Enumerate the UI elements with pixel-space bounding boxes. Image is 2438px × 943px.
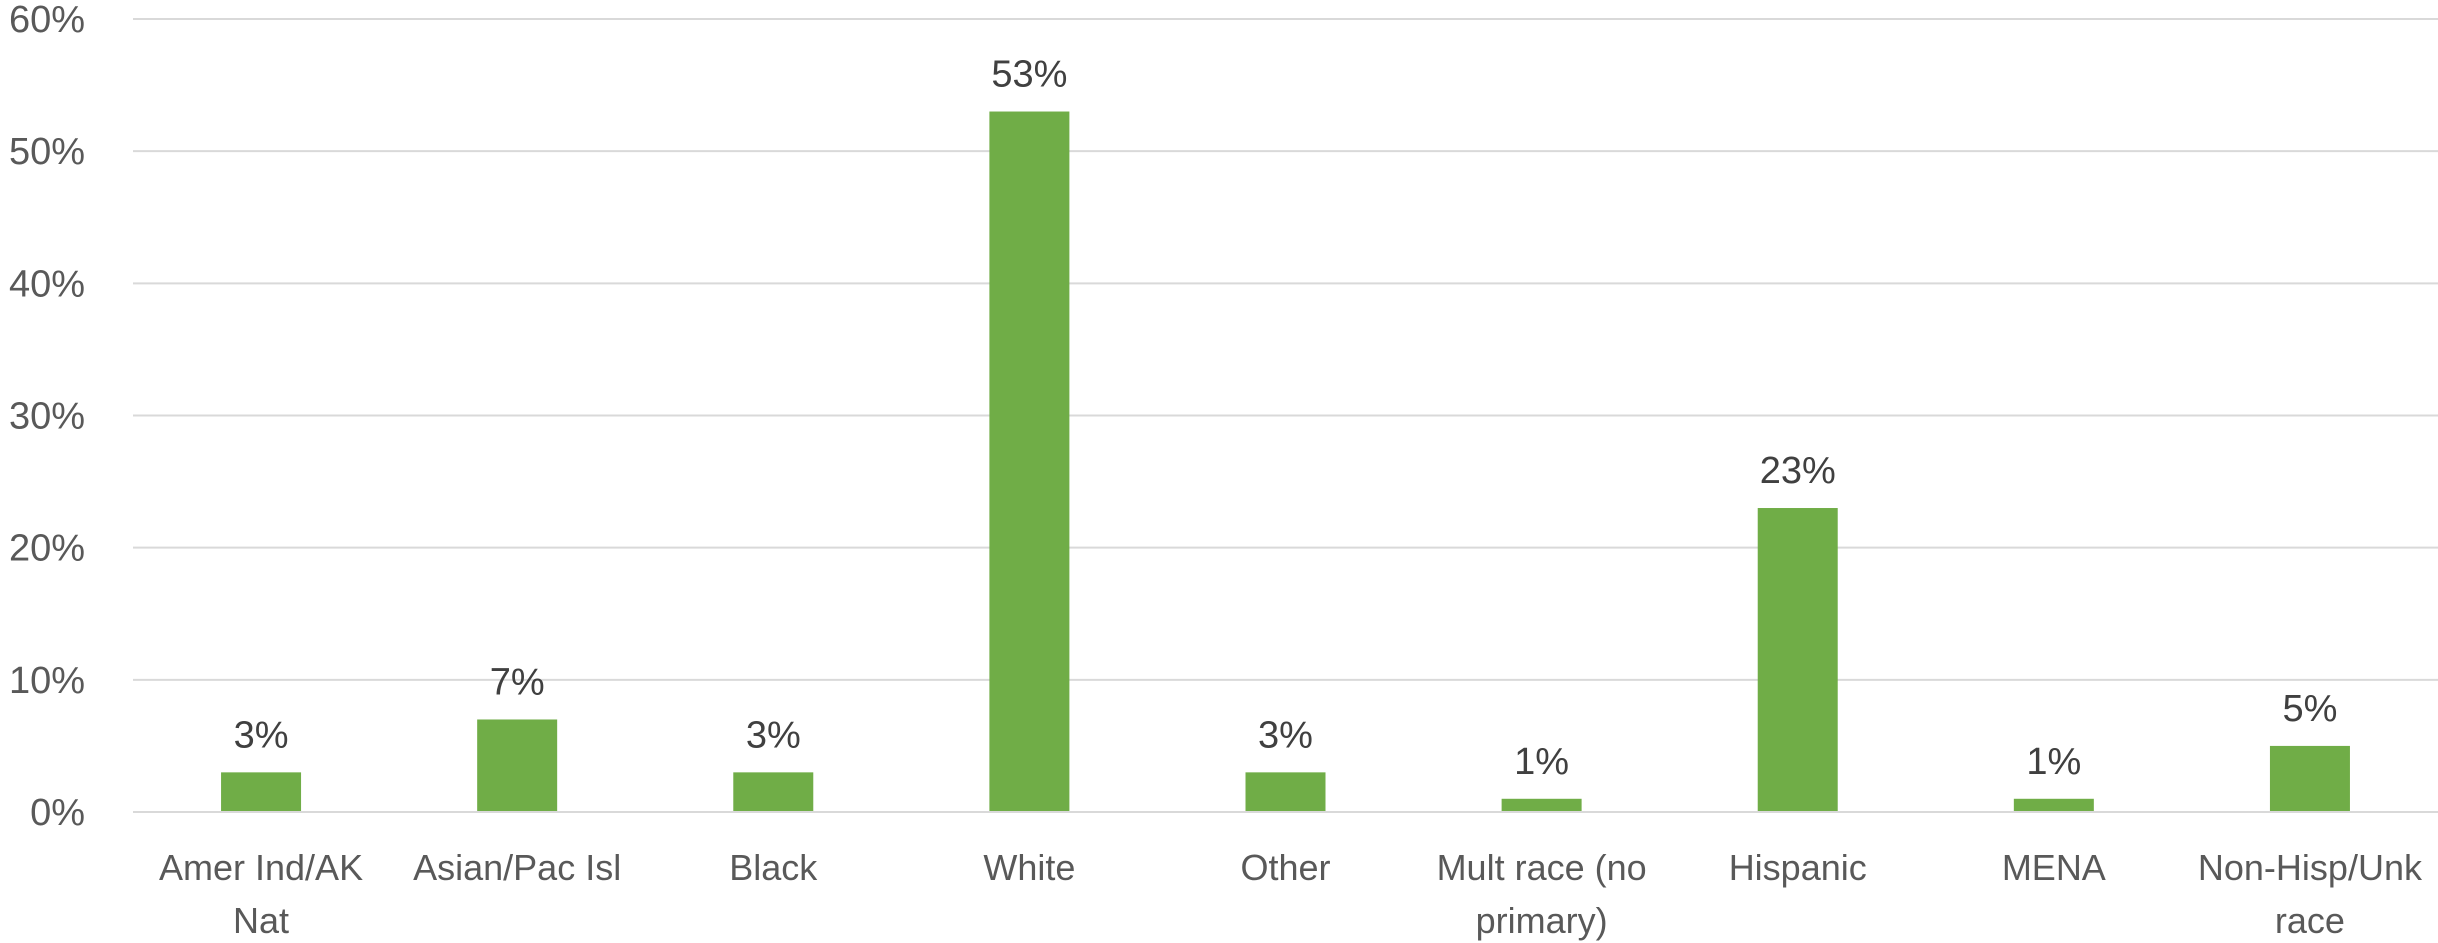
bar xyxy=(2269,745,2350,812)
x-tick-label: Mult race (no xyxy=(1437,847,1647,888)
y-tick-label: 50% xyxy=(9,131,85,173)
x-tick-label: Black xyxy=(729,847,818,888)
y-tick-label: 20% xyxy=(9,528,85,570)
x-axis: Amer Ind/AK Nat Asian/Pac Isl Black White Oth… xyxy=(133,811,2438,941)
y-tick-label: 40% xyxy=(9,263,85,305)
x-tick-label: Non-Hisp/Unk xyxy=(2198,847,2423,888)
bar xyxy=(1501,798,1582,812)
data-label: 3% xyxy=(746,714,801,756)
bar xyxy=(2013,798,2094,812)
x-tick-label: Asian/Pac Isl xyxy=(413,847,621,888)
y-axis: 0% 10% 20% 30% 40% 50% 60% xyxy=(9,0,85,834)
x-tick-label: primary) xyxy=(1476,900,1608,941)
x-tick-label: White xyxy=(983,847,1075,888)
x-tick-label: Hispanic xyxy=(1729,847,1867,888)
bar xyxy=(1245,772,1326,812)
data-label: 23% xyxy=(1760,450,1836,492)
bar xyxy=(1757,508,1838,812)
y-tick-label: 60% xyxy=(9,0,85,41)
bar xyxy=(989,111,1070,813)
data-label: 1% xyxy=(1514,741,1569,783)
bars xyxy=(221,111,2350,813)
y-tick-label: 0% xyxy=(30,792,85,834)
data-label: 7% xyxy=(490,661,545,703)
data-label: 1% xyxy=(2026,741,2081,783)
data-label: 53% xyxy=(991,54,1067,96)
x-tick-label: race xyxy=(2275,900,2345,941)
y-tick-label: 10% xyxy=(9,660,85,702)
data-label: 3% xyxy=(1258,714,1313,756)
data-labels: 3% 7% 3% 53% 3% 1% 23% 1% 5% xyxy=(234,54,2338,783)
y-tick-label: 30% xyxy=(9,396,85,438)
x-tick-label: MENA xyxy=(2002,847,2106,888)
gridlines xyxy=(133,18,2438,681)
bar xyxy=(733,772,814,812)
bar xyxy=(221,772,302,812)
x-tick-label: Nat xyxy=(233,900,289,941)
data-label: 3% xyxy=(234,714,289,756)
data-label: 5% xyxy=(2282,688,2337,730)
bar xyxy=(477,719,558,812)
x-tick-label: Other xyxy=(1240,847,1330,888)
x-tick-label: Amer Ind/AK xyxy=(159,847,363,888)
